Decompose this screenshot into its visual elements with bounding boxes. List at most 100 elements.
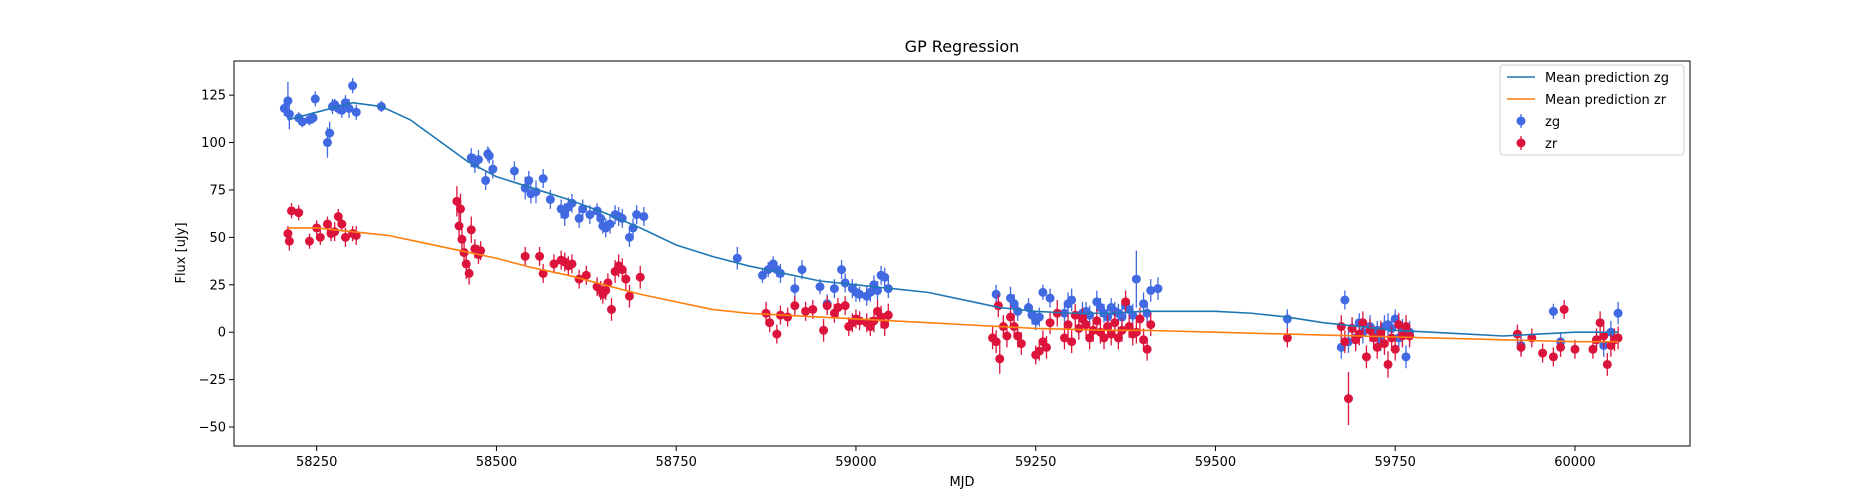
data-point-zr: [1372, 342, 1382, 352]
data-point-zr: [1379, 339, 1389, 349]
data-point-zr: [991, 337, 1001, 347]
data-point-zg: [991, 289, 1001, 299]
data-point-zg: [837, 265, 847, 275]
data-point-zr: [452, 196, 462, 206]
data-point-zr: [1405, 331, 1415, 341]
data-point-zg: [1117, 312, 1127, 322]
data-point-zr: [822, 301, 832, 311]
data-point-zr: [601, 285, 611, 295]
data-point-zr: [1390, 344, 1400, 354]
data-point-zr: [993, 301, 1003, 311]
data-point-zg: [865, 287, 875, 297]
data-point-zr: [1376, 327, 1386, 337]
data-point-zr: [1041, 342, 1051, 352]
data-point-zg: [1131, 274, 1141, 284]
data-point-zr: [304, 236, 314, 246]
data-point-zr: [337, 219, 347, 229]
data-point-zr: [1548, 352, 1558, 362]
data-point-zr: [783, 312, 793, 322]
x-tick-label: 59000: [835, 455, 876, 470]
y-tick-label: 0: [218, 326, 226, 341]
data-point-zr: [322, 219, 332, 229]
data-point-zg: [351, 107, 361, 117]
data-point-zr: [464, 268, 474, 278]
data-point-zr: [1343, 394, 1353, 404]
data-point-zr: [995, 354, 1005, 364]
data-point-zr: [833, 303, 843, 313]
x-tick-label: 59750: [1375, 455, 1416, 470]
data-point-zg: [596, 213, 606, 223]
data-point-zr: [1106, 329, 1116, 339]
data-point-zr: [287, 206, 297, 216]
y-tick-label: 25: [209, 278, 226, 293]
plot-frame: [233, 60, 1691, 447]
data-point-zg: [297, 117, 307, 127]
data-point-zg: [1153, 284, 1163, 294]
data-point-zr: [1103, 322, 1113, 332]
data-point-zr: [351, 230, 361, 240]
x-axis-label: MJD: [949, 475, 974, 490]
data-point-zg: [283, 96, 293, 106]
data-point-zr: [1401, 322, 1411, 332]
legend-frame: [1499, 64, 1685, 156]
data-point-zr: [819, 325, 829, 335]
data-point-zg: [545, 194, 555, 204]
data-point-zg: [325, 128, 335, 138]
data-point-zr: [876, 312, 886, 322]
data-point-zr: [765, 318, 775, 328]
data-point-zg: [524, 175, 534, 185]
data-point-zg: [732, 253, 742, 263]
data-point-zr: [535, 251, 545, 261]
data-point-zr: [1512, 329, 1522, 339]
data-point-zr: [283, 229, 293, 239]
series-zr: [283, 186, 1623, 426]
data-point-zr: [1556, 342, 1566, 352]
data-point-zr: [1139, 335, 1149, 345]
data-point-zr: [315, 232, 325, 242]
data-point-zg: [1401, 352, 1411, 362]
data-point-zg: [308, 113, 318, 123]
y-tick-label: 50: [209, 231, 226, 246]
x-tick-label: 58750: [656, 455, 697, 470]
data-point-zg: [1045, 293, 1055, 303]
data-point-zg: [509, 166, 519, 176]
data-point-zr: [294, 208, 304, 218]
data-point-zr: [840, 301, 850, 311]
data-point-zg: [1139, 299, 1149, 309]
y-tick-label: 75: [209, 183, 226, 198]
legend-label-mean-zg: Mean prediction zg: [1545, 71, 1669, 86]
data-point-zg: [1613, 308, 1623, 318]
data-point-zr: [581, 270, 591, 280]
y-tick-label: −50: [199, 421, 226, 436]
legend-label-zr: zr: [1545, 137, 1558, 152]
data-point-zr: [801, 306, 811, 316]
mean-prediction-zr-line: [287, 227, 1619, 343]
data-point-zr: [1387, 333, 1397, 343]
data-point-zr: [330, 227, 340, 237]
data-point-zg: [624, 232, 634, 242]
data-point-zr: [1146, 320, 1156, 330]
data-point-zr: [1613, 333, 1623, 343]
data-point-zg: [538, 174, 548, 184]
data-point-zr: [1113, 333, 1123, 343]
data-point-zr: [1602, 359, 1612, 369]
data-point-zg: [484, 151, 494, 161]
data-point-zr: [1599, 331, 1609, 341]
data-point-zr: [1570, 344, 1580, 354]
x-axis: 58250 58500 58750 59000 59250 59500 59750 60000: [296, 446, 1596, 470]
data-point-zr: [1002, 331, 1012, 341]
data-point-zr: [617, 265, 627, 275]
y-tick-label: 125: [201, 89, 226, 104]
data-point-zg: [473, 155, 483, 165]
data-point-zr: [1559, 304, 1569, 314]
data-point-zr: [883, 310, 893, 320]
data-point-zr: [1085, 333, 1095, 343]
y-axis-label: Flux [uJy]: [174, 222, 189, 283]
data-point-zg: [829, 284, 839, 294]
legend-label-mean-zr: Mean prediction zr: [1545, 93, 1667, 108]
legend-marker-zr: [1516, 138, 1526, 148]
data-point-zg: [757, 270, 767, 280]
legend-label-zg: zg: [1545, 115, 1560, 130]
data-point-zr: [340, 232, 350, 242]
data-point-zr: [1110, 318, 1120, 328]
